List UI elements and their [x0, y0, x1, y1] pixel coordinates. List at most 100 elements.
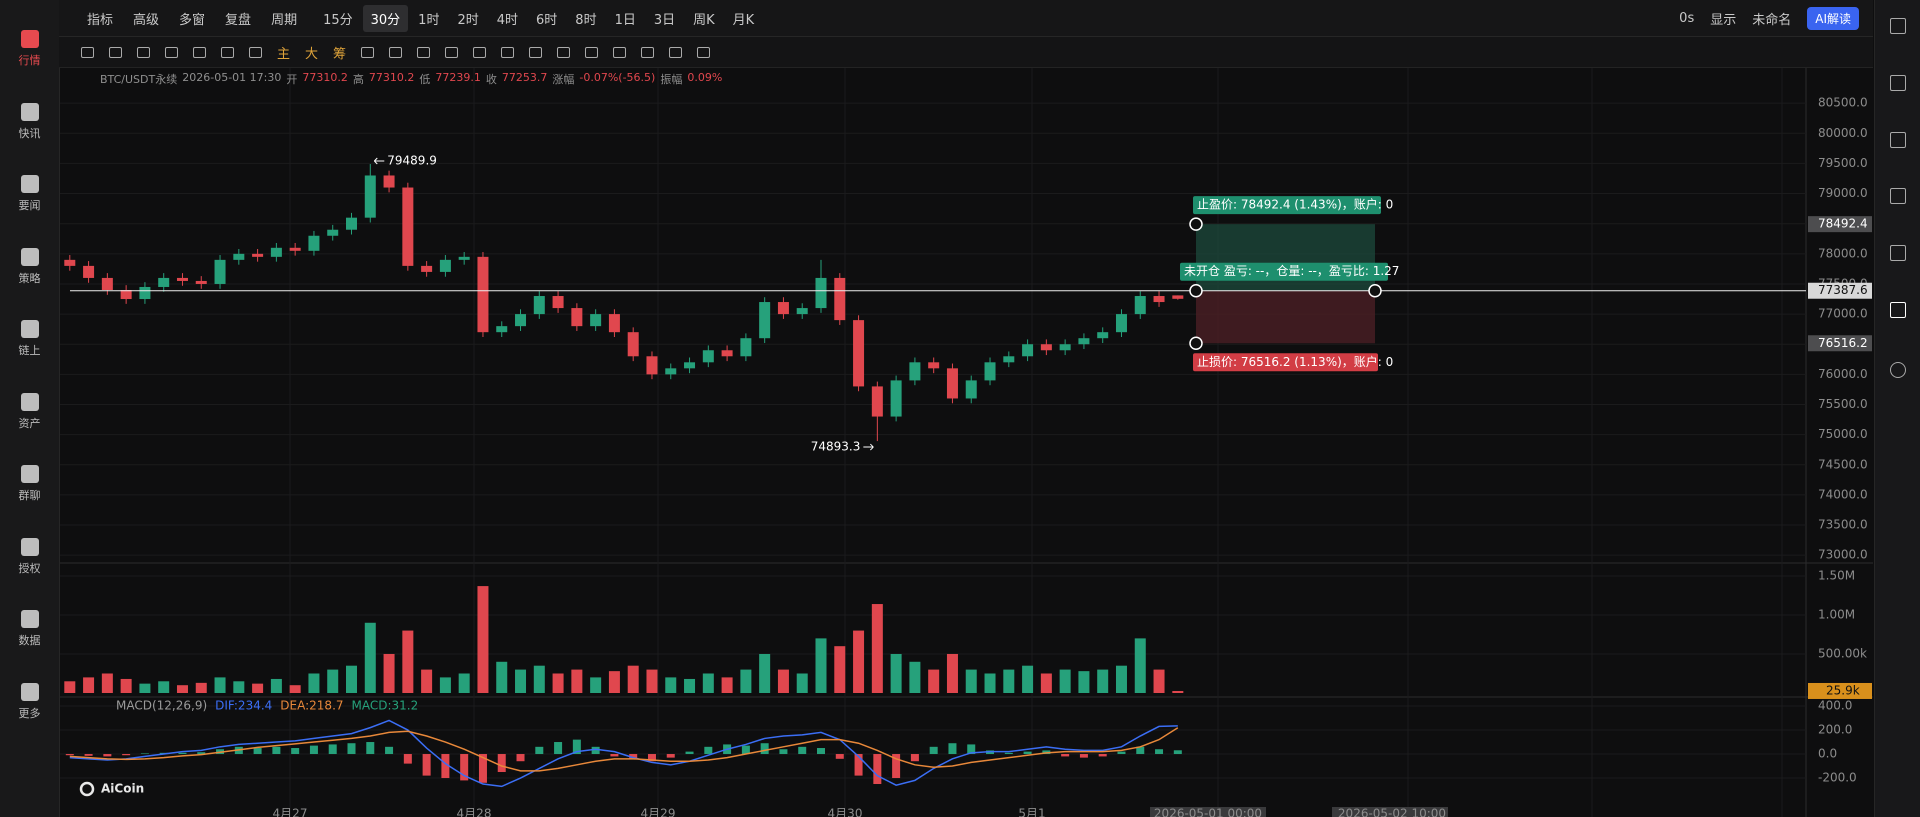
tool-icon[interactable]: [669, 46, 683, 58]
dif-line: [69, 719, 1178, 788]
volume-bar: [214, 677, 226, 693]
sidebar-item[interactable]: 更多: [0, 682, 59, 721]
candle-body: [608, 314, 620, 333]
tool-icon[interactable]: [109, 46, 122, 58]
period-button[interactable]: 8时: [575, 12, 597, 28]
period-button[interactable]: 周K: [693, 12, 715, 28]
icon[interactable]: [1890, 188, 1906, 204]
tool-icon[interactable]: [81, 46, 94, 58]
candle-body: [965, 380, 977, 399]
macd-bar: [741, 745, 750, 755]
toolbar-button[interactable]: 0s: [1679, 11, 1695, 26]
candle-body: [402, 187, 414, 266]
icon[interactable]: [1890, 132, 1906, 148]
sidebar-item[interactable]: 快讯: [0, 102, 59, 141]
volume-bar: [327, 669, 339, 693]
toolbar-button[interactable]: 多窗: [179, 12, 206, 28]
candle-body: [890, 380, 902, 417]
candle-body: [101, 277, 113, 290]
tool-icon[interactable]: [641, 46, 655, 58]
tool-icon[interactable]: [585, 46, 599, 58]
candle-body: [740, 338, 752, 357]
macd-label: MACD(12,26,9): [116, 699, 207, 713]
sidebar-item[interactable]: 授权: [0, 537, 59, 576]
sidebar-item[interactable]: 要闻: [0, 175, 59, 213]
volume-bar: [834, 646, 846, 693]
candle-body: [1097, 332, 1109, 339]
candle-body: [1040, 344, 1052, 351]
tool-icon[interactable]: [501, 46, 515, 58]
handle: [1368, 283, 1382, 298]
tool-icon[interactable]: [473, 46, 487, 58]
tool-icon[interactable]: [221, 46, 234, 58]
macd-bar: [948, 743, 957, 755]
tool-button[interactable]: 大: [305, 46, 319, 62]
icon[interactable]: [1890, 18, 1906, 34]
low-label: 74893.3: [811, 440, 861, 454]
candle-body: [421, 265, 433, 272]
period-button[interactable]: 15分: [323, 12, 353, 28]
sidebar-item[interactable]: 行情: [0, 30, 59, 68]
time: 2026-05-01 17:30: [182, 71, 282, 84]
sl-tag: 76516.2: [1818, 336, 1868, 350]
period-button[interactable]: 1时: [418, 12, 440, 28]
icon[interactable]: [1890, 245, 1906, 261]
icon[interactable]: [1890, 75, 1906, 91]
candle-body: [646, 356, 658, 375]
period-button[interactable]: 1日: [614, 12, 636, 28]
candle-body: [1003, 356, 1015, 363]
tool-icon[interactable]: [445, 46, 459, 58]
candle-body: [1134, 296, 1146, 315]
tp-label: 止盈价: 78492.4 (1.43%)，账户: 0: [1197, 197, 1393, 212]
price-tag: 77387.6: [1818, 283, 1868, 297]
tool-icon[interactable]: [529, 46, 543, 58]
logo: [79, 781, 95, 797]
tool-icon[interactable]: [361, 46, 375, 58]
period-button[interactable]: 3日: [653, 12, 676, 28]
period-button[interactable]: 6时: [536, 12, 558, 28]
tool-icon[interactable]: [137, 46, 150, 58]
macd-bar: [84, 754, 93, 756]
candle-body: [1172, 295, 1184, 299]
tool-icon[interactable]: [417, 46, 431, 58]
dea-line: [69, 727, 1179, 772]
period-button[interactable]: 2时: [457, 12, 479, 28]
tool-icon[interactable]: [165, 46, 178, 58]
period-button[interactable]: 月K: [732, 12, 755, 28]
macd-bar: [685, 751, 694, 755]
tool-icon[interactable]: [697, 46, 711, 58]
sidebar-label: 资产: [18, 416, 41, 430]
macd-bar: [647, 754, 656, 762]
tool-icon[interactable]: [389, 46, 403, 58]
sidebar-item[interactable]: 策略: [0, 247, 59, 286]
tool-icon[interactable]: [193, 46, 206, 58]
toolbar-button[interactable]: 高级: [133, 12, 160, 28]
toolbar-button[interactable]: 周期: [271, 12, 298, 28]
sidebar-item[interactable]: 数据: [0, 610, 59, 648]
tool-button[interactable]: 筹: [333, 46, 347, 62]
tool-icon[interactable]: [557, 46, 571, 58]
period-button[interactable]: 4时: [496, 12, 519, 28]
toolbar-button[interactable]: AI解读: [1807, 7, 1859, 30]
volume-bar: [965, 669, 977, 693]
sidebar-icon: [20, 465, 39, 483]
toolbar-button[interactable]: 显示: [1710, 13, 1737, 28]
info-value: 77310.2: [368, 71, 415, 84]
sidebar-item[interactable]: 链上: [0, 320, 59, 358]
sidebar-item[interactable]: 资产: [0, 392, 59, 431]
candle-body: [176, 277, 188, 281]
tool-icon[interactable]: [613, 46, 627, 58]
icon[interactable]: [1890, 362, 1906, 378]
sidebar-item[interactable]: 群聊: [0, 465, 59, 503]
tool-button[interactable]: 主: [277, 46, 291, 62]
toolbar-button[interactable]: 未命名: [1752, 13, 1792, 28]
toolbar-button[interactable]: 指标: [87, 12, 114, 28]
sidebar-icon: [20, 247, 39, 266]
volume-bar: [402, 630, 414, 693]
candle-body: [571, 308, 583, 327]
toolbar-button[interactable]: 复盘: [225, 12, 252, 28]
icon[interactable]: [1890, 302, 1906, 318]
period-button[interactable]: 30分: [362, 4, 409, 32]
macd-bar: [1079, 754, 1088, 758]
tool-icon[interactable]: [249, 46, 262, 58]
